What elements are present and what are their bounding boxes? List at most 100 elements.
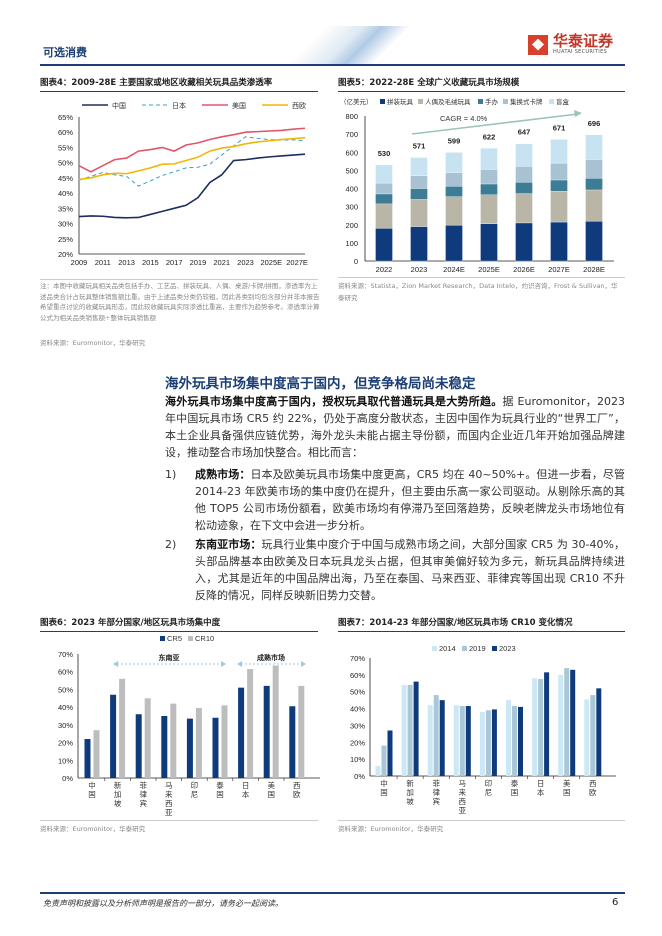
fig4-title: 图表4：2009-28E 主要国家或地区收藏相关玩具品类渗透率 xyxy=(40,76,318,92)
total-label: 696 xyxy=(588,119,601,128)
y-tick-label: 0% xyxy=(354,772,365,781)
y-tick-label: 40% xyxy=(58,189,73,198)
y-tick-label: 400 xyxy=(345,185,358,194)
cagr-arrowhead xyxy=(574,110,582,117)
y-tick-label: 0 xyxy=(354,257,358,266)
y-tick-label: 10% xyxy=(350,755,365,764)
legend-label: CR10 xyxy=(195,634,214,643)
y-tick-label: 60% xyxy=(350,671,365,680)
bar-CR5 xyxy=(263,685,270,778)
fig6-title: 图表6：2023 年部分国家/地区玩具市场集中度 xyxy=(40,616,318,632)
fig4-divider xyxy=(40,279,318,280)
bar-拼装玩具 xyxy=(585,220,603,262)
huatai-logo: 华泰证券 HUATAI SECURITIES xyxy=(528,34,613,55)
bar-人偶及毛绒玩具 xyxy=(410,199,428,227)
x-tick-label: 美国 xyxy=(267,780,275,799)
bar-CR5 xyxy=(289,706,296,778)
legend-label: 盲盒 xyxy=(556,97,570,106)
legend-label: 中国 xyxy=(112,101,126,110)
bar-手办 xyxy=(375,193,393,205)
x-tick-label: 泰国 xyxy=(511,778,519,797)
bar-手办 xyxy=(550,179,568,192)
section-heading: 海外玩具市场集中度高于国内，但竞争格局尚未稳定 xyxy=(165,376,476,392)
legend-label: 西欧 xyxy=(292,101,306,110)
y-tick-label: 20% xyxy=(58,739,73,748)
total-label: 671 xyxy=(553,123,566,132)
bar-人偶及毛绒玩具 xyxy=(445,196,463,226)
logo-en: HUATAI SECURITIES xyxy=(553,49,607,55)
legend-swatch xyxy=(478,99,483,104)
bar-集换式卡牌 xyxy=(480,169,498,185)
fig5-source: 资料来源：Statista，Zion Market Research，Data … xyxy=(338,282,618,302)
x-tick-label: 2025E xyxy=(260,258,282,267)
y-tick-label: 50% xyxy=(58,159,73,168)
bar-2019 xyxy=(538,679,544,776)
bar-CR5 xyxy=(84,739,91,778)
legend-swatch xyxy=(549,99,554,104)
bar-盲盒 xyxy=(480,148,498,170)
x-tick-label: 泰国 xyxy=(216,780,224,799)
bar-CR10 xyxy=(247,669,254,778)
fig4-note: 注：本图中收藏玩具相关品类包括手办、工艺品、拼装玩具、人偶、桌游/卡牌/拼图，渗… xyxy=(40,282,320,322)
bar-2023 xyxy=(439,700,445,776)
series-line-西欧 xyxy=(78,136,306,181)
y-tick-label: 65% xyxy=(58,113,73,122)
y-tick-label: 60% xyxy=(58,668,73,677)
bar-盲盒 xyxy=(515,143,533,167)
legend-swatch xyxy=(160,636,165,641)
total-label: 571 xyxy=(413,142,426,151)
list-item-text: 玩具行业集中度介于中国与成熟市场之间，大部分国家 CR5 为 30-40%，头部… xyxy=(195,538,626,602)
bar-CR10 xyxy=(221,705,228,778)
x-tick-label: 菲律宾 xyxy=(139,780,147,808)
bar-2023 xyxy=(387,730,393,776)
legend-swatch xyxy=(418,99,423,104)
y-tick-label: 700 xyxy=(345,130,358,139)
bar-2023 xyxy=(518,706,523,776)
y-tick-label: 30% xyxy=(58,721,73,730)
bar-2023 xyxy=(596,688,602,776)
list-item-text: 日本及欧美玩具市场集中度更高，CR5 均在 40~50%+。但进一步看，尽管 2… xyxy=(195,468,626,532)
list-number: 2) xyxy=(165,538,177,551)
x-tick-label: 2025E xyxy=(478,265,500,274)
legend-label: 集换式卡牌 xyxy=(510,97,543,106)
x-tick-label: 2026E xyxy=(513,265,535,274)
bar-2014 xyxy=(453,705,459,776)
bar-手办 xyxy=(480,183,498,195)
y-tick-label: 800 xyxy=(345,112,358,121)
bar-人偶及毛绒玩具 xyxy=(375,203,393,229)
bar-CR5 xyxy=(186,718,193,778)
intro-bold: 海外玩具市场集中度高于国内，授权玩具取代普通玩具是大势所趋。 xyxy=(165,395,503,408)
y-tick-label: 40% xyxy=(58,703,73,712)
bar-人偶及毛绒玩具 xyxy=(480,194,498,224)
bar-CR10 xyxy=(119,678,126,778)
bar-拼装玩具 xyxy=(550,221,568,262)
bar-2019 xyxy=(485,710,491,776)
legend-label: 2019 xyxy=(469,644,486,653)
bar-CR10 xyxy=(93,730,100,778)
x-tick-label: 马来西亚 xyxy=(459,779,467,815)
y-tick-label: 70% xyxy=(58,650,73,659)
mature-range-arrow-head-right xyxy=(301,661,306,667)
x-tick-label: 日本 xyxy=(242,781,250,799)
y-tick-label: 10% xyxy=(58,756,73,765)
y-tick-label: 40% xyxy=(350,705,365,714)
list-item-title: 成熟市场： xyxy=(195,468,251,481)
logo-cn: 华泰证券 xyxy=(553,32,614,50)
bar-CR5 xyxy=(135,714,142,778)
legend-label: 日本 xyxy=(172,101,186,110)
x-tick-label: 新加坡 xyxy=(406,778,414,806)
legend-label: 2014 xyxy=(439,644,456,653)
bar-2019 xyxy=(459,706,465,776)
bar-集换式卡牌 xyxy=(410,175,428,189)
x-tick-label: 2015 xyxy=(142,258,159,267)
bar-2019 xyxy=(512,706,517,776)
bar-2023 xyxy=(570,669,576,776)
total-label: 599 xyxy=(448,136,461,145)
x-tick-label: 菲律宾 xyxy=(432,778,440,806)
bar-CR5 xyxy=(238,687,245,778)
x-tick-label: 2021 xyxy=(213,258,230,267)
x-tick-label: 2027E xyxy=(286,258,308,267)
y-tick-label: 20% xyxy=(350,738,365,747)
fig7-source: 资料来源：Euromonitor，华泰研究 xyxy=(338,825,444,833)
y-tick-label: 25% xyxy=(58,235,73,244)
